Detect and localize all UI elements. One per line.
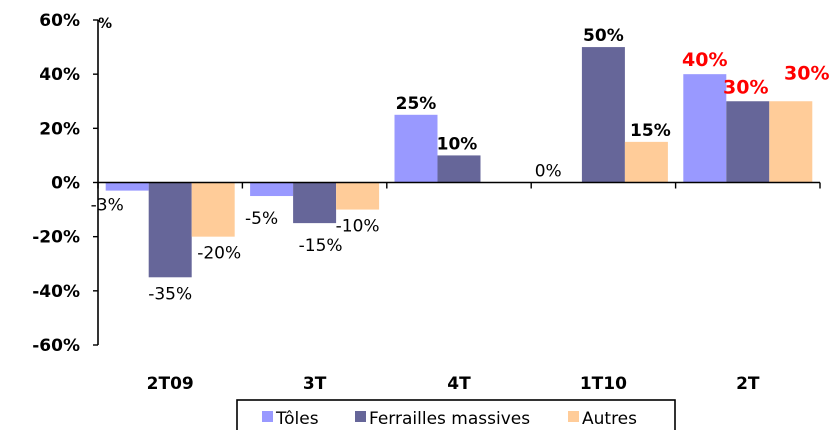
data-label: -15% bbox=[299, 236, 343, 256]
bar bbox=[624, 141, 668, 183]
category-label: 2T09 bbox=[147, 374, 194, 394]
data-label: -20% bbox=[197, 244, 241, 264]
bar bbox=[726, 101, 770, 183]
legend-label: Tôles bbox=[275, 409, 319, 429]
data-label: -5% bbox=[245, 209, 278, 229]
data-label: -35% bbox=[148, 284, 192, 304]
y-tick-label: 0% bbox=[51, 174, 80, 194]
data-label: 50% bbox=[583, 26, 624, 46]
y-axis-unit-label: % bbox=[98, 16, 112, 32]
data-label: 30% bbox=[784, 62, 829, 84]
category-label: 3T bbox=[303, 374, 327, 394]
bar bbox=[250, 182, 294, 197]
y-tick-label: -20% bbox=[32, 228, 80, 248]
data-label: 30% bbox=[723, 76, 768, 98]
data-label: 10% bbox=[437, 134, 478, 154]
bar bbox=[105, 182, 149, 191]
y-tick-label: 40% bbox=[39, 65, 80, 85]
legend-swatch bbox=[355, 411, 366, 422]
bar bbox=[581, 47, 625, 183]
bar bbox=[191, 182, 235, 237]
y-tick-label: -40% bbox=[32, 282, 80, 302]
bar bbox=[336, 182, 380, 210]
x-axis: 2T09 3T 4T 1T10 2T bbox=[97, 181, 821, 394]
legend-swatch bbox=[568, 411, 579, 422]
data-label: 40% bbox=[682, 49, 727, 71]
bar bbox=[683, 74, 727, 183]
category-label: 1T10 bbox=[580, 374, 627, 394]
legend-label: Autres bbox=[582, 409, 637, 429]
bar bbox=[769, 101, 813, 183]
bar bbox=[148, 182, 192, 278]
category-label: 2T bbox=[736, 374, 760, 394]
y-tick-label: 20% bbox=[39, 119, 80, 139]
data-labels: -3% -35%-20%-5% -15%-10% 25%10% 0% 50% 15% 40% 3… bbox=[91, 26, 830, 304]
legend-swatch bbox=[262, 411, 273, 422]
data-label: 0% bbox=[535, 162, 562, 182]
data-label: 25% bbox=[396, 94, 437, 114]
y-axis: 60% 40% 20% 0% -20% -40% -60% bbox=[32, 11, 99, 356]
bar bbox=[394, 114, 438, 183]
data-label: -10% bbox=[336, 217, 380, 237]
data-label: -3% bbox=[91, 196, 124, 216]
y-tick-label: 60% bbox=[39, 11, 80, 31]
legend-label: Ferrailles massives bbox=[369, 409, 530, 429]
legend: Tôles Ferrailles massives Autres bbox=[236, 399, 676, 430]
bar bbox=[437, 155, 481, 183]
bars bbox=[105, 47, 813, 278]
category-label: 4T bbox=[447, 374, 471, 394]
y-tick-label: -60% bbox=[32, 336, 80, 356]
bar bbox=[293, 182, 337, 224]
data-label: 15% bbox=[630, 121, 671, 141]
legend-box bbox=[236, 399, 676, 430]
